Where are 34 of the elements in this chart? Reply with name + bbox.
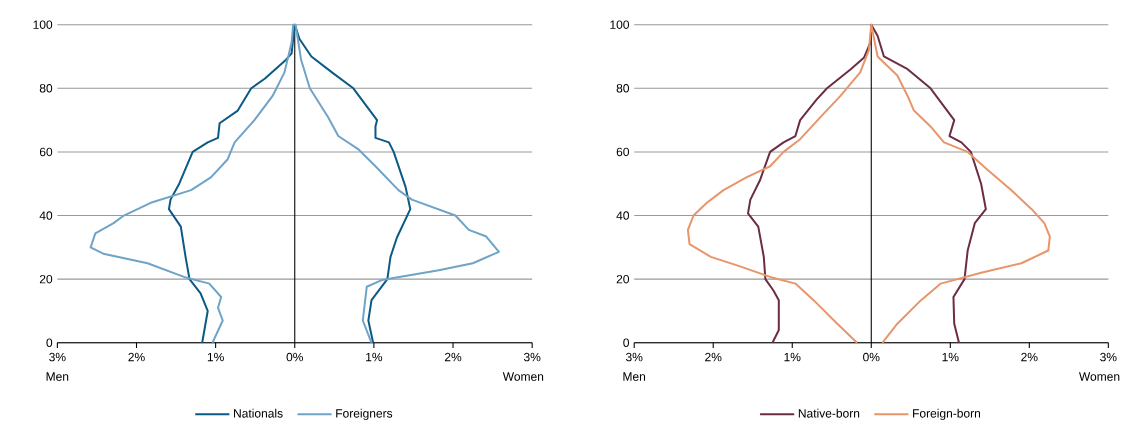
legend-label: Foreigners xyxy=(336,408,393,420)
y-tick-label: 40 xyxy=(39,211,53,220)
y-tick-label: 20 xyxy=(39,274,53,284)
x-tick-label: 3% xyxy=(523,352,541,362)
y-tick-label: 60 xyxy=(616,147,630,157)
y-tick-label: 80 xyxy=(39,83,53,93)
x-tick-label: 2% xyxy=(705,352,722,362)
x-tick-label: 3% xyxy=(49,352,66,362)
x-tick-label: 1% xyxy=(207,352,224,362)
x-tick-label: 0% xyxy=(863,352,880,362)
y-tick-label: 100 xyxy=(610,20,630,29)
y-tick-label: 20 xyxy=(616,274,630,284)
x-tick-label: 2% xyxy=(128,352,145,362)
y-tick-label: 100 xyxy=(33,20,53,29)
x-tick-label: 1% xyxy=(942,352,959,362)
y-tick-label: 80 xyxy=(616,83,630,93)
y-tick-label: 40 xyxy=(616,211,630,220)
text: Women xyxy=(502,372,544,381)
x-tick-label: 1% xyxy=(784,352,801,362)
legend-label: Nationals xyxy=(234,408,283,418)
x-tick-label: 0% xyxy=(286,352,304,362)
x-tick-label: 3% xyxy=(1100,352,1117,362)
y-tick-label: 0 xyxy=(46,338,53,347)
x-tick-label: 1% xyxy=(366,352,383,362)
x-tick-label: 2% xyxy=(1021,352,1038,362)
text: Women xyxy=(1078,372,1120,381)
text: Men xyxy=(46,372,69,381)
x-tick-label: 3% xyxy=(625,352,643,362)
legend-label: Foreign-born xyxy=(913,408,981,420)
y-tick-label: 60 xyxy=(39,147,53,157)
y-tick-label: 0 xyxy=(623,338,630,347)
x-tick-label: 2% xyxy=(444,352,462,362)
legend-label: Native-born xyxy=(798,408,860,418)
text: Men xyxy=(623,372,646,381)
